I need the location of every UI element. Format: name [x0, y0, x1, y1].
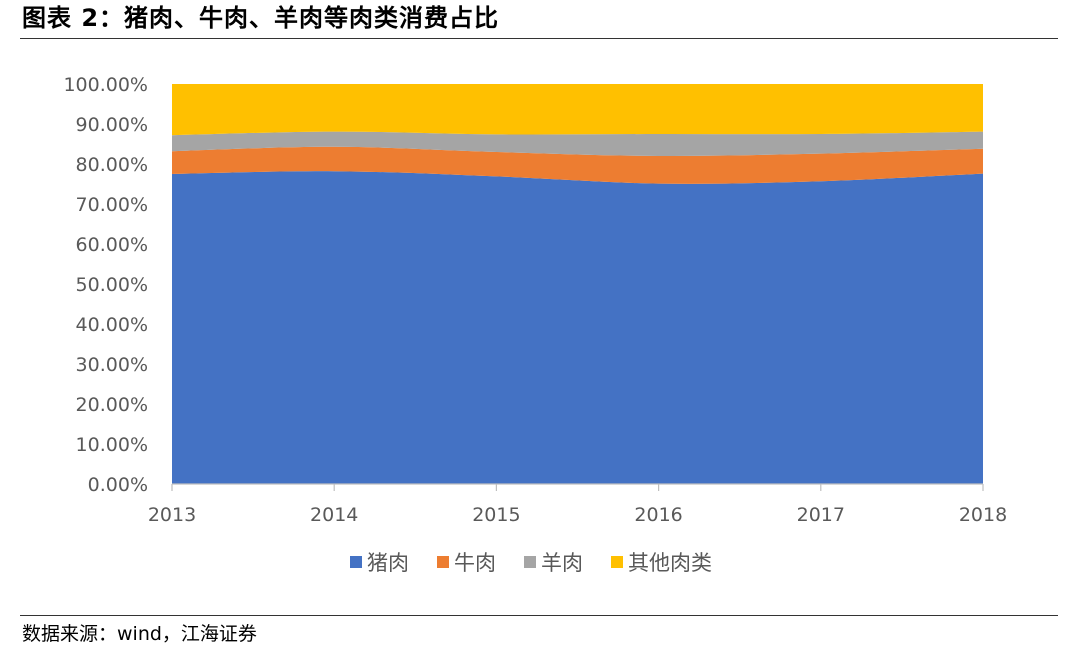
legend-swatch-3 [524, 556, 536, 568]
source-divider [20, 615, 1058, 616]
y-tick-label: 90.00% [76, 114, 148, 136]
title-divider [20, 38, 1058, 39]
y-tick-label: 50.00% [76, 274, 148, 296]
y-tick-label: 80.00% [76, 154, 148, 176]
y-tick-label: 0.00% [88, 474, 148, 496]
x-tick-label: 2018 [959, 504, 1007, 526]
x-tick-label: 2017 [797, 504, 845, 526]
area-layers [172, 84, 983, 485]
legend-label-4: 其他肉类 [628, 551, 712, 575]
y-tick-label: 70.00% [76, 194, 148, 216]
x-tick-label: 2013 [148, 504, 196, 526]
area-series-3 [172, 131, 983, 157]
legend: 猪肉 牛肉 羊肉 其他肉类 [350, 551, 712, 575]
legend-label-1: 猪肉 [367, 551, 409, 575]
y-tick-label: 40.00% [76, 314, 148, 336]
y-tick-label: 30.00% [76, 354, 148, 376]
data-source: 数据来源：wind，江海证券 [22, 623, 257, 645]
y-tick-label: 100.00% [63, 74, 148, 96]
x-tick-label: 2015 [472, 504, 520, 526]
x-tick-label: 2016 [634, 504, 682, 526]
area-series-1 [172, 171, 983, 485]
legend-swatch-2 [437, 556, 449, 568]
legend-swatch-4 [611, 556, 623, 568]
axes: 2013 2014 2015 2016 2017 2018 0.00% 10.00% 20.00… [63, 74, 1007, 526]
y-tick-label: 60.00% [76, 234, 148, 256]
legend-swatch-1 [350, 556, 362, 568]
legend-label-3: 羊肉 [541, 551, 583, 575]
y-tick-label: 10.00% [76, 434, 148, 456]
y-tick-label: 20.00% [76, 394, 148, 416]
area-series-4 [172, 84, 983, 136]
x-tick-label: 2014 [310, 504, 358, 526]
area-series-2 [172, 146, 983, 184]
legend-label-2: 牛肉 [454, 551, 496, 575]
figure-title: 图表 2：猪肉、牛肉、羊肉等肉类消费占比 [22, 4, 500, 32]
